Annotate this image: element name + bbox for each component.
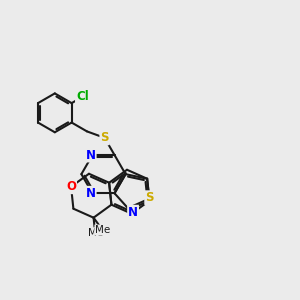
Text: N: N	[86, 187, 96, 200]
Text: Me: Me	[95, 225, 110, 235]
Text: N: N	[86, 148, 96, 161]
Text: N: N	[128, 206, 138, 219]
Text: Cl: Cl	[76, 90, 89, 104]
Text: Me: Me	[88, 228, 103, 238]
Text: S: S	[145, 191, 154, 204]
Text: O: O	[66, 180, 76, 193]
Text: S: S	[100, 131, 109, 144]
